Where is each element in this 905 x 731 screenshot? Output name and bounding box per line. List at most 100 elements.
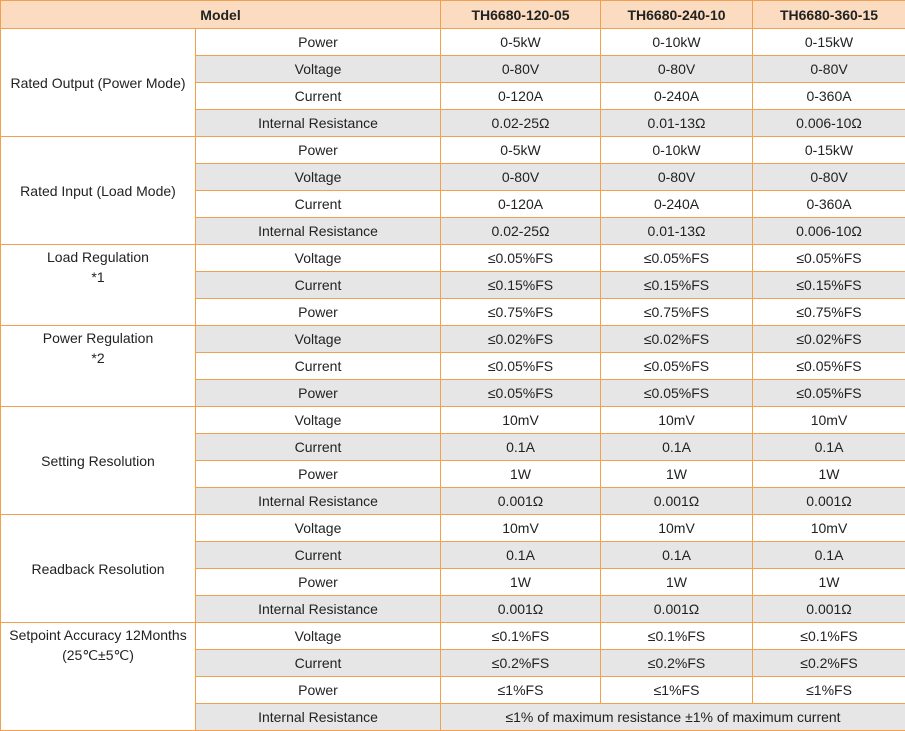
spec-value: ≤0.15%FS bbox=[440, 271, 602, 299]
spec-value: 1W bbox=[600, 568, 754, 596]
spec-value: ≤0.05%FS bbox=[440, 352, 602, 380]
spec-row: Readback Resolution Voltage 10mV 10mV 10mV bbox=[0, 514, 905, 623]
spec-value: ≤0.05%FS bbox=[600, 379, 754, 407]
spec-value: 0-5kW bbox=[440, 28, 602, 56]
spec-value: ≤0.05%FS bbox=[440, 244, 602, 272]
parameter: Internal Resistance bbox=[194, 217, 442, 245]
spec-row: Power 1W 1W 1W bbox=[1, 460, 905, 488]
spec-row: Rated Input (Load Mode) Power 0-5kW 0-10kW 0… bbox=[0, 136, 905, 245]
spec-value: 1W bbox=[600, 460, 754, 488]
spec-value: ≤0.05%FS bbox=[600, 244, 754, 272]
header-model-name: TH6680-360-15 bbox=[752, 0, 905, 29]
spec-value: ≤0.02%FS bbox=[600, 325, 754, 353]
spec-value: 0.01-13Ω bbox=[600, 109, 754, 137]
spec-value: 0-80V bbox=[440, 163, 602, 191]
spec-value: ≤0.75%FS bbox=[752, 298, 905, 326]
spec-row: Load Regulation *1 Voltage ≤0.05%FS ≤0.05%F… bbox=[0, 244, 905, 326]
parameter: Power bbox=[194, 379, 442, 407]
header-model-name: TH6680-240-10 bbox=[600, 0, 754, 29]
spec-value: 0.02-25Ω bbox=[440, 217, 602, 245]
spec-value: 0.1A bbox=[752, 541, 905, 569]
parameter: Internal Resistance bbox=[194, 109, 442, 137]
spec-value: ≤0.05%FS bbox=[600, 352, 754, 380]
group-label: Power Regulation *2 bbox=[0, 325, 196, 407]
parameter: Current bbox=[194, 433, 442, 461]
parameter: Internal Resistance bbox=[194, 703, 442, 731]
spec-row: Rated Output (Power Mode) Power 0-5kW 0-10k… bbox=[0, 28, 905, 137]
table-header: Model TH6680-120-05 TH6680-240-10 TH6680-36… bbox=[0, 0, 905, 29]
spec-value: 0-10kW bbox=[600, 136, 754, 164]
group-label: Rated Output (Power Mode) bbox=[0, 28, 196, 137]
spec-value: 0.1A bbox=[600, 433, 754, 461]
spec-value: 0-15kW bbox=[752, 136, 905, 164]
spec-value: 0.1A bbox=[440, 541, 602, 569]
spec-value: 0.001Ω bbox=[600, 595, 754, 623]
spec-value: 0.001Ω bbox=[440, 595, 602, 623]
spec-value: 0.001Ω bbox=[752, 487, 905, 515]
parameter: Voltage bbox=[194, 514, 442, 542]
spec-value: 1W bbox=[440, 568, 602, 596]
parameter: Voltage bbox=[194, 406, 442, 434]
spec-value: 0.001Ω bbox=[440, 487, 602, 515]
spec-value: 0-80V bbox=[752, 55, 905, 83]
group-label: Setpoint Accuracy 12Months (25℃±5℃) bbox=[0, 622, 196, 731]
parameter: Current bbox=[194, 649, 442, 677]
parameter: Power bbox=[194, 676, 442, 704]
spec-value: ≤1%FS bbox=[752, 676, 905, 704]
spec-value: 0.001Ω bbox=[752, 595, 905, 623]
spec-row: Setpoint Accuracy 12Months (25℃±5℃) Volta… bbox=[0, 622, 905, 731]
spec-value: 0-120A bbox=[440, 82, 602, 110]
spec-value: ≤0.05%FS bbox=[752, 244, 905, 272]
header-row: Model TH6680-120-05 TH6680-240-10 TH6680-36… bbox=[0, 0, 905, 29]
spec-value: ≤0.2%FS bbox=[600, 649, 754, 677]
spec-value: ≤0.02%FS bbox=[440, 325, 602, 353]
spec-value: ≤0.75%FS bbox=[440, 298, 602, 326]
spec-value: 1W bbox=[440, 460, 602, 488]
spec-row: Internal Resistance 0.001Ω 0.001Ω 0.001Ω bbox=[1, 595, 905, 623]
spec-value: ≤0.1%FS bbox=[600, 622, 754, 650]
spec-value: 0.1A bbox=[752, 433, 905, 461]
spec-value: 0-80V bbox=[600, 163, 754, 191]
spec-value: 0-240A bbox=[600, 82, 754, 110]
spec-value: ≤0.2%FS bbox=[440, 649, 602, 677]
parameter: Current bbox=[194, 352, 442, 380]
spec-value: ≤0.05%FS bbox=[440, 379, 602, 407]
parameter: Current bbox=[194, 190, 442, 218]
spec-row: Power Regulation *2 Voltage ≤0.02%FS ≤0.02%… bbox=[0, 325, 905, 407]
parameter: Voltage bbox=[194, 55, 442, 83]
spec-row: Power ≤0.05%FS ≤0.05%FS ≤0.05%FS bbox=[1, 379, 905, 407]
spec-value: 0.006-10Ω bbox=[752, 217, 905, 245]
spec-row: Current 0-120A 0-240A 0-360A bbox=[1, 190, 905, 218]
parameter: Power bbox=[194, 136, 442, 164]
spec-value: 0.01-13Ω bbox=[600, 217, 754, 245]
spec-value: 0.02-25Ω bbox=[440, 109, 602, 137]
group-label: Setting Resolution bbox=[0, 406, 196, 515]
spec-value: 0-360A bbox=[752, 190, 905, 218]
parameter: Voltage bbox=[194, 163, 442, 191]
spec-value: 10mV bbox=[600, 514, 754, 542]
spec-value: ≤0.1%FS bbox=[752, 622, 905, 650]
spec-value: 1W bbox=[752, 568, 905, 596]
spec-value: 1W bbox=[752, 460, 905, 488]
parameter: Voltage bbox=[194, 325, 442, 353]
spec-value: 0-80V bbox=[600, 55, 754, 83]
spec-value: ≤0.05%FS bbox=[752, 352, 905, 380]
spec-value: 0-360A bbox=[752, 82, 905, 110]
spec-value: ≤0.75%FS bbox=[600, 298, 754, 326]
parameter: Voltage bbox=[194, 244, 442, 272]
spec-value: 0-10kW bbox=[600, 28, 754, 56]
parameter: Internal Resistance bbox=[194, 595, 442, 623]
parameter: Power bbox=[194, 298, 442, 326]
spec-row: Setting Resolution Voltage 10mV 10mV 10mV bbox=[0, 406, 905, 515]
spec-value: ≤0.05%FS bbox=[752, 379, 905, 407]
spec-value: 10mV bbox=[752, 514, 905, 542]
spec-row: Internal Resistance ≤1% of maximum resist… bbox=[1, 703, 905, 731]
spec-row: Current 0.1A 0.1A 0.1A bbox=[1, 433, 905, 461]
spec-value: 0-120A bbox=[440, 190, 602, 218]
spec-value: ≤1% of maximum resistance ±1% of maximum… bbox=[440, 703, 905, 731]
spec-value: 10mV bbox=[600, 406, 754, 434]
spec-value: 0-80V bbox=[752, 163, 905, 191]
spec-value: ≤0.15%FS bbox=[600, 271, 754, 299]
